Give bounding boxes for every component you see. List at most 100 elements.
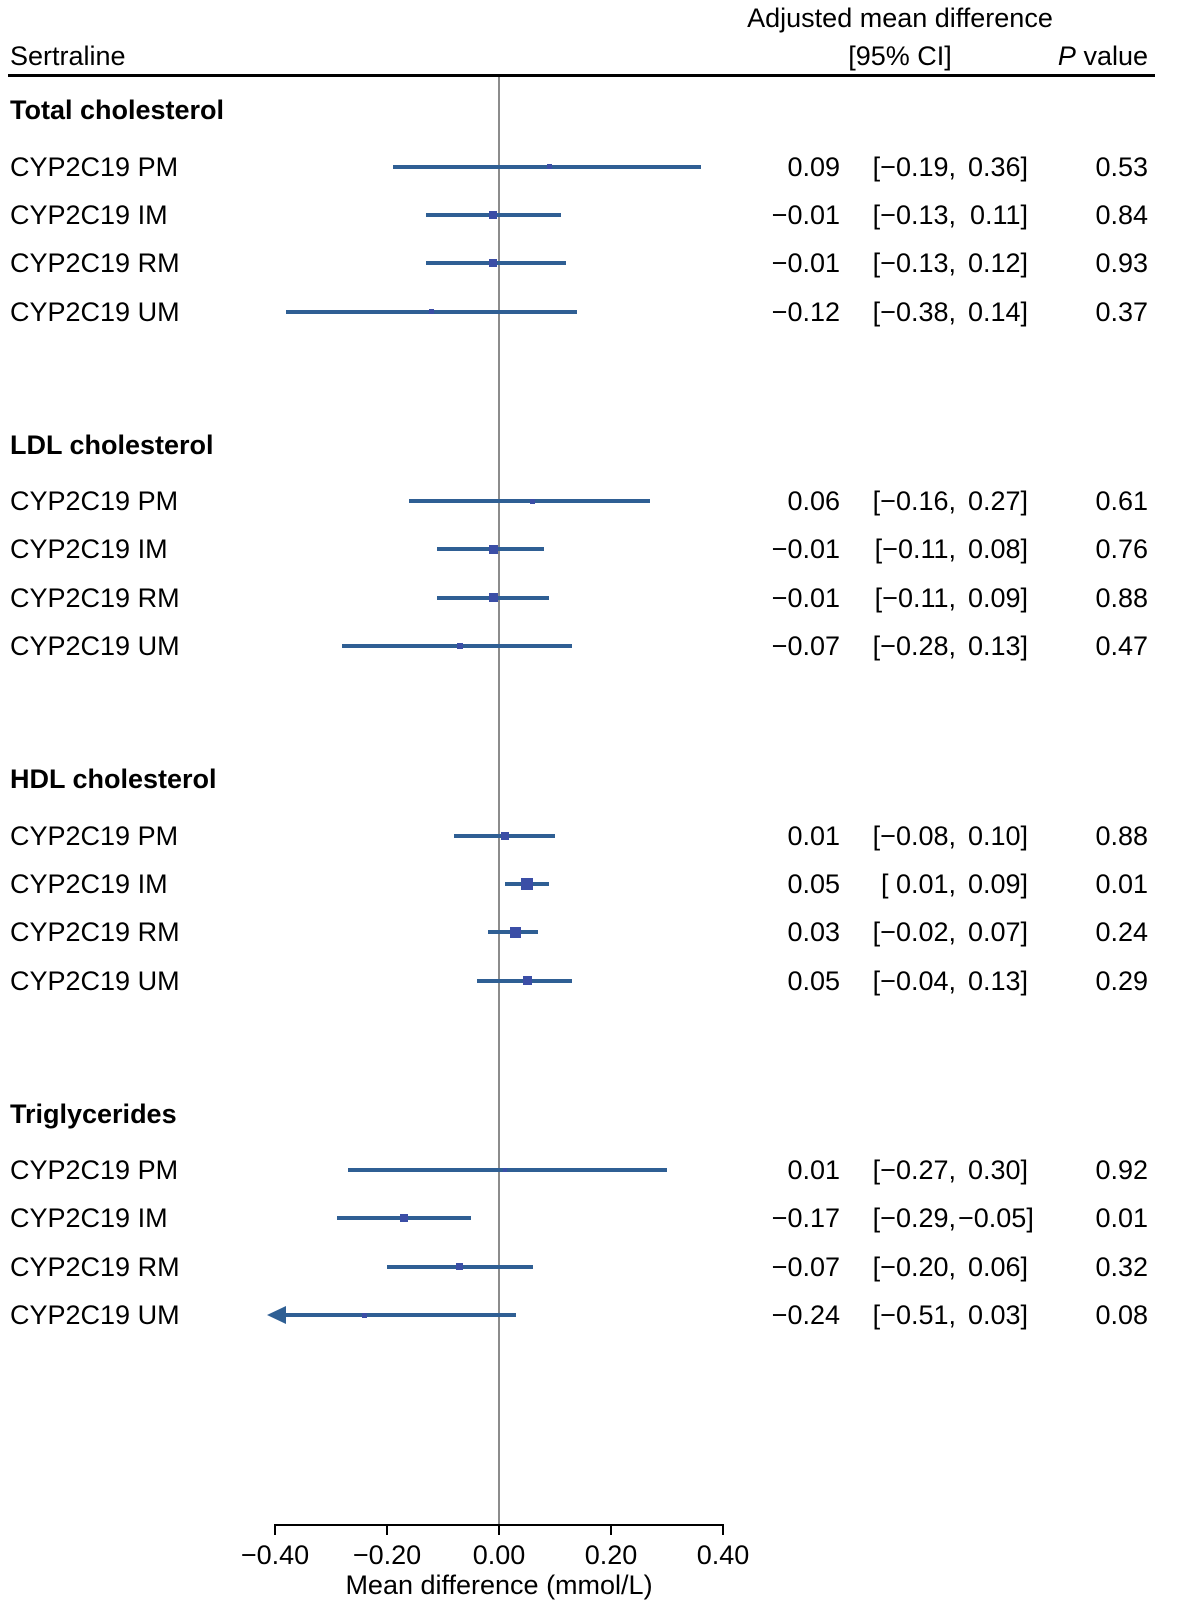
ci-upper-value: 0.09] <box>967 582 1028 613</box>
estimate-value: 0.05 <box>787 868 840 899</box>
estimate-value: 0.01 <box>787 820 840 851</box>
ci-upper-value: 0.14] <box>967 296 1028 327</box>
x-axis-tick-label: −0.20 <box>352 1540 422 1570</box>
ci-truncation-arrow-icon <box>267 1306 286 1325</box>
ci-upper-value: 0.13] <box>967 631 1028 662</box>
estimate-value: 0.01 <box>787 1155 840 1185</box>
section-heading: HDL cholesterol <box>10 764 217 794</box>
row-label: CYP2C19 IM <box>10 534 168 565</box>
row-label: CYP2C19 PM <box>10 486 179 516</box>
point-estimate-marker <box>399 1214 408 1223</box>
estimate-value: 0.09 <box>787 151 840 182</box>
p-value: 0.92 <box>1095 1155 1148 1185</box>
row-label: CYP2C19 UM <box>10 965 180 996</box>
zero-reference-line <box>498 77 500 1525</box>
point-estimate-marker <box>502 1168 507 1172</box>
ci-upper-value: 0.09] <box>967 868 1028 899</box>
ci-upper-value: 0.27] <box>967 486 1028 516</box>
estimate-value: −0.01 <box>771 582 840 613</box>
ci-lower-value: [−0.02, <box>872 917 956 948</box>
x-axis-tick-label: −0.40 <box>240 1540 310 1570</box>
ci-upper-value: 0.12] <box>967 248 1028 279</box>
row-label: CYP2C19 UM <box>10 296 180 327</box>
point-estimate-marker <box>522 976 532 986</box>
pvalue-column-header: P value <box>1000 39 1148 73</box>
pvalue-header-rest: value <box>1075 41 1148 71</box>
point-estimate-marker <box>546 164 552 169</box>
row-label: CYP2C19 IM <box>10 1203 168 1234</box>
row-label: CYP2C19 RM <box>10 582 180 613</box>
ci-lower-value: [−0.11, <box>874 582 956 613</box>
x-axis-tick <box>610 1524 612 1535</box>
ci-lower-value: [−0.11, <box>874 534 956 565</box>
ci-lower-value: [−0.04, <box>872 965 956 996</box>
point-estimate-marker <box>429 309 435 315</box>
estimate-value: 0.05 <box>787 965 840 996</box>
point-estimate-marker <box>500 831 509 840</box>
ci-lower-value: [−0.13, <box>872 248 956 279</box>
estimate-value: 0.03 <box>787 917 840 948</box>
row-label: CYP2C19 PM <box>10 820 179 851</box>
point-estimate-marker <box>362 1312 368 1318</box>
p-value: 0.24 <box>1095 917 1148 948</box>
ci-line <box>392 164 701 169</box>
estimate-value: −0.01 <box>771 199 840 230</box>
ci-upper-value: 0.36] <box>967 151 1028 182</box>
ci-upper-value: 0.10] <box>967 820 1028 851</box>
point-estimate-marker <box>456 643 463 650</box>
p-value: 0.29 <box>1095 965 1148 996</box>
ci-lower-value: [−0.08, <box>872 820 956 851</box>
p-value: 0.08 <box>1095 1300 1148 1331</box>
effect-column-header-line1: Adjusted mean difference <box>747 3 1053 33</box>
ci-upper-value: 0.06] <box>967 1251 1028 1282</box>
p-value: 0.76 <box>1095 534 1148 565</box>
point-estimate-marker <box>489 259 498 268</box>
x-axis-tick-label: 0.20 <box>584 1540 638 1570</box>
row-label: CYP2C19 IM <box>10 868 168 899</box>
p-value: 0.53 <box>1095 151 1148 182</box>
x-axis-tick-label: 0.00 <box>472 1540 526 1570</box>
point-estimate-marker <box>530 498 536 504</box>
p-value: 0.47 <box>1095 631 1148 662</box>
row-label: CYP2C19 UM <box>10 631 180 662</box>
p-value: 0.93 <box>1095 248 1148 279</box>
ci-lower-value: [−0.27, <box>872 1155 956 1185</box>
p-value: 0.01 <box>1095 868 1148 899</box>
estimate-value: −0.07 <box>771 1251 840 1282</box>
estimate-value: −0.07 <box>771 631 840 662</box>
row-label: CYP2C19 RM <box>10 248 180 279</box>
row-label: CYP2C19 IM <box>10 199 168 230</box>
x-axis-tick <box>274 1524 276 1535</box>
p-value: 0.88 <box>1095 582 1148 613</box>
p-value: 0.88 <box>1095 820 1148 851</box>
ci-lower-value: [ 0.01, <box>880 868 956 899</box>
ci-line <box>409 499 651 503</box>
ci-upper-value: 0.11] <box>969 199 1028 230</box>
estimate-value: −0.24 <box>771 1300 840 1331</box>
ci-line <box>347 1168 667 1172</box>
ci-lower-value: [−0.38, <box>872 296 956 327</box>
x-axis-tick <box>386 1524 388 1535</box>
row-label: CYP2C19 RM <box>10 1251 180 1282</box>
point-estimate-marker <box>510 926 522 938</box>
ci-lower-value: [−0.19, <box>872 151 956 182</box>
estimate-value: −0.01 <box>771 534 840 565</box>
section-heading: Total cholesterol <box>10 95 225 125</box>
x-axis-title: Mean difference (mmol/L) <box>345 1570 653 1600</box>
ci-lower-value: [−0.13, <box>872 199 956 230</box>
figure-title: Sertraline <box>10 41 126 71</box>
estimate-value: −0.17 <box>771 1203 840 1234</box>
point-estimate-marker <box>521 877 533 890</box>
row-label: CYP2C19 RM <box>10 917 180 948</box>
ci-upper-value: 0.13] <box>967 965 1028 996</box>
point-estimate-marker <box>488 544 498 554</box>
point-estimate-marker <box>489 210 498 219</box>
estimate-value: −0.12 <box>771 296 840 327</box>
section-heading: Triglycerides <box>10 1098 177 1129</box>
pvalue-header-italic-p: P <box>1057 41 1076 71</box>
ci-line <box>283 1313 516 1318</box>
row-label: CYP2C19 UM <box>10 1300 180 1331</box>
x-axis-tick <box>722 1524 724 1535</box>
point-estimate-marker <box>456 1263 464 1271</box>
